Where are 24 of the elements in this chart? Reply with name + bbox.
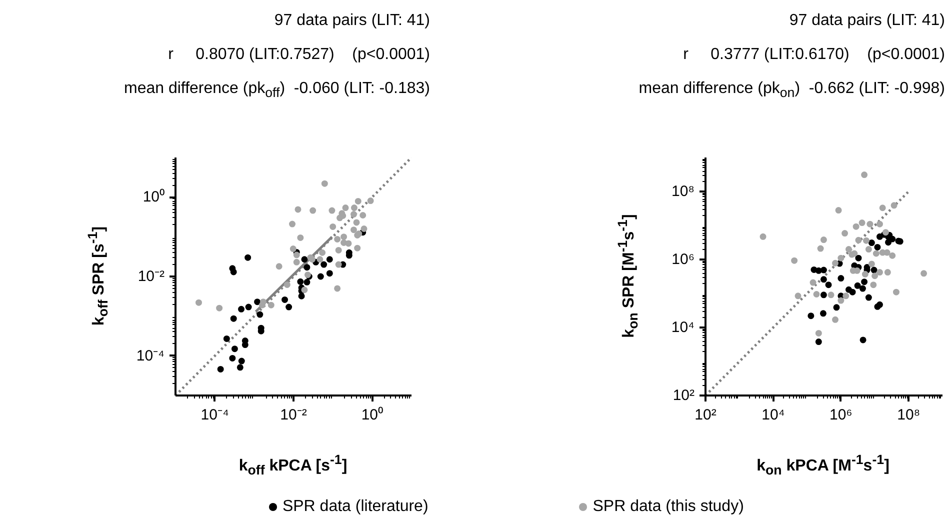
y-tick-label: 10²: [672, 387, 695, 404]
y-tick-label: 10⁻⁴: [136, 347, 165, 364]
x-tick-label: 10²: [694, 406, 716, 424]
x-axis-title: k$_{off}$ kPCA [s$^{-1}$]: [238, 451, 348, 480]
legend-label: SPR data (literature): [281, 498, 428, 515]
text: 97 data pairs (LIT: 41): [788, 11, 945, 31]
legend-label: SPR data (this study): [592, 498, 744, 515]
x-axis-title: k$_{on}$ kPCA [M$^{-1}$s$^{-1}$]: [756, 451, 890, 480]
y-tick-label: 10⁴: [671, 319, 695, 336]
text: 97 data pairs (LIT: 41): [273, 11, 430, 31]
text: r 0.3777 (LIT:0.6170) (p<0.0001): [682, 45, 945, 65]
text: r 0.8070 (LIT:0.7527) (p<0.0001): [167, 45, 430, 65]
y-tick-label: 10⁰: [142, 188, 165, 206]
x-tick-label: 10⁴: [762, 406, 785, 424]
x-tick-label: 10⁻²: [280, 406, 307, 424]
x-tick-label: 10⁰: [361, 406, 384, 424]
y-tick-label: 10⁶: [672, 251, 694, 268]
text: mean difference (pk$_{on}$) -0.662 (LIT: -0.998): [638, 79, 945, 102]
x-tick-label: 10⁶: [830, 406, 852, 424]
x-tick-label: 10⁸: [897, 406, 920, 424]
text: mean difference (pk$_{off}$) -0.060 (LIT: -0.183): [124, 79, 430, 102]
x-tick-label: 10⁻⁴: [200, 406, 229, 424]
y-tick-label: 10⁸: [671, 183, 695, 200]
y-tick-label: 10⁻²: [138, 268, 165, 285]
